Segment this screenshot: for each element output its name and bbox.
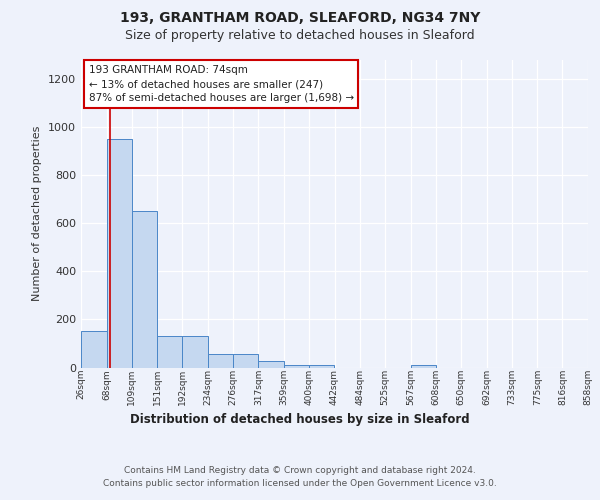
Bar <box>107 140 131 368</box>
Bar <box>208 354 233 368</box>
Bar <box>157 336 182 368</box>
Bar <box>182 336 208 368</box>
Bar <box>284 364 309 368</box>
Text: Distribution of detached houses by size in Sleaford: Distribution of detached houses by size … <box>130 412 470 426</box>
Y-axis label: Number of detached properties: Number of detached properties <box>32 126 43 302</box>
Bar <box>309 364 334 368</box>
Text: Contains HM Land Registry data © Crown copyright and database right 2024.
Contai: Contains HM Land Registry data © Crown c… <box>103 466 497 487</box>
Text: 193 GRANTHAM ROAD: 74sqm
← 13% of detached houses are smaller (247)
87% of semi-: 193 GRANTHAM ROAD: 74sqm ← 13% of detach… <box>89 64 354 104</box>
Text: 193, GRANTHAM ROAD, SLEAFORD, NG34 7NY: 193, GRANTHAM ROAD, SLEAFORD, NG34 7NY <box>120 11 480 25</box>
Bar <box>259 362 284 368</box>
Bar <box>410 364 436 368</box>
Bar <box>81 332 107 368</box>
Bar <box>131 212 157 368</box>
Bar <box>233 354 259 368</box>
Text: Size of property relative to detached houses in Sleaford: Size of property relative to detached ho… <box>125 29 475 42</box>
